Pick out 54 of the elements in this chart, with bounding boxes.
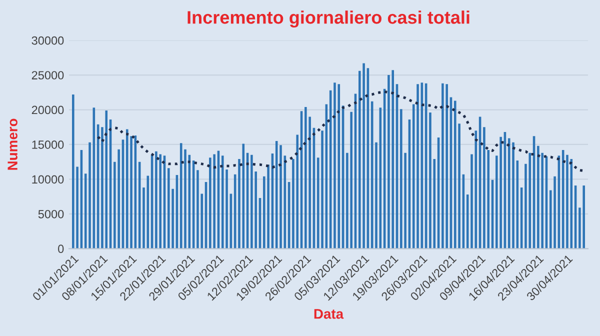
bar	[537, 146, 540, 249]
bar	[454, 100, 456, 249]
bar	[267, 164, 270, 249]
bar	[126, 129, 128, 249]
bar	[221, 156, 224, 249]
bar	[512, 142, 514, 249]
bar	[105, 110, 108, 249]
y-tick-label: 30000	[32, 36, 64, 45]
bar	[470, 154, 473, 249]
chart-title: Incremento giornaliero casi totali	[188, 10, 470, 28]
bar	[250, 154, 253, 249]
bar	[566, 154, 568, 249]
bar	[446, 84, 448, 249]
bar	[280, 145, 282, 249]
bar	[159, 154, 162, 249]
bar	[213, 154, 216, 249]
bar	[442, 83, 444, 249]
bar	[72, 94, 74, 249]
bar	[362, 63, 365, 249]
bar	[146, 176, 150, 249]
bar	[296, 134, 298, 249]
bar	[338, 84, 340, 249]
bar	[528, 152, 532, 249]
bar	[392, 70, 394, 249]
bar	[168, 168, 170, 249]
bar	[209, 158, 212, 249]
y-tick-label: 15000	[32, 140, 64, 149]
bar	[196, 170, 199, 249]
y-tick-label: 0	[58, 244, 64, 254]
bar	[184, 149, 186, 249]
x-axis-title: Data	[314, 309, 344, 319]
bar	[350, 112, 352, 249]
bar	[416, 84, 419, 249]
bar	[242, 144, 245, 249]
y-tick-label: 20000	[32, 106, 64, 114]
bar	[88, 142, 91, 249]
bar	[429, 112, 432, 249]
bar	[321, 130, 324, 249]
bar	[483, 127, 486, 249]
line-series	[96, 90, 586, 172]
bar	[554, 176, 556, 249]
bar	[582, 185, 585, 249]
y-tick-label: 5000	[38, 210, 64, 218]
bar	[400, 109, 402, 249]
y-tick-label: 25000	[32, 71, 64, 80]
bar	[304, 106, 307, 249]
y-axis-title: Numero	[8, 118, 18, 170]
y-tick-label: 10000	[32, 175, 64, 184]
bar	[118, 149, 120, 249]
bar	[375, 142, 378, 249]
bar	[155, 151, 158, 249]
bar	[508, 138, 510, 249]
bar	[334, 82, 336, 249]
bar	[500, 136, 502, 249]
